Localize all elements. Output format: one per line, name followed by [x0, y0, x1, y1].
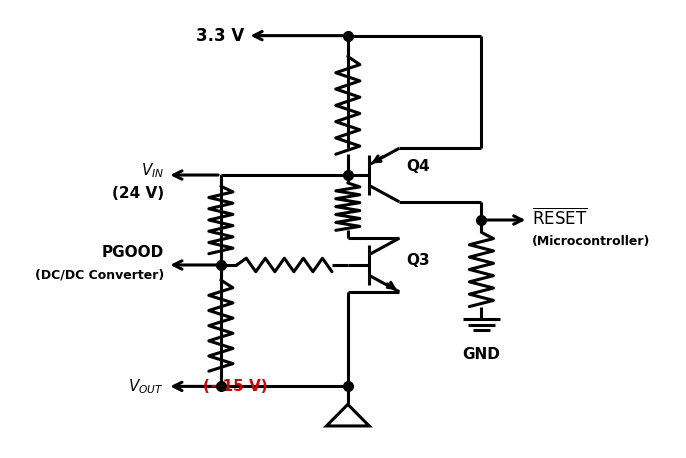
Text: 3.3 V: 3.3 V	[196, 27, 244, 44]
Text: GND: GND	[462, 348, 500, 362]
Text: (24 V): (24 V)	[112, 185, 164, 201]
Text: $\overline{\mathrm{RESET}}$: $\overline{\mathrm{RESET}}$	[532, 207, 587, 228]
Text: Q3: Q3	[406, 253, 429, 268]
Text: PGOOD: PGOOD	[102, 245, 164, 260]
Text: $V_{OUT}$: $V_{OUT}$	[128, 377, 164, 396]
Text: (Microcontroller): (Microcontroller)	[532, 235, 650, 248]
Text: (−15 V): (−15 V)	[203, 379, 268, 394]
Text: $V_{IN}$: $V_{IN}$	[141, 161, 164, 180]
Text: (DC/DC Converter): (DC/DC Converter)	[35, 268, 164, 281]
Text: Q4: Q4	[406, 158, 429, 174]
